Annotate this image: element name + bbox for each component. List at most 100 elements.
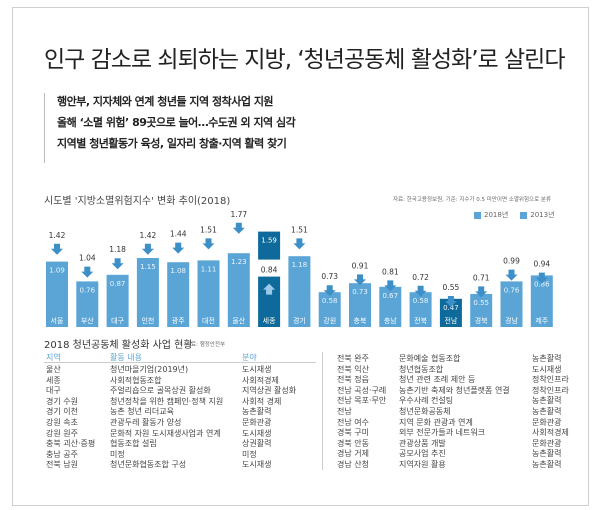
- down-arrow-icon: [414, 285, 427, 297]
- category-label: 경기: [293, 316, 306, 325]
- value-label-2018: 1.08: [170, 267, 186, 275]
- subheading: 지역별 청년활동가 육성, 일자리 창출·지역 활력 찾기: [57, 137, 287, 150]
- cell-field: 미정: [242, 449, 257, 459]
- cell-field: 농촌활력: [532, 396, 562, 406]
- cell-activity: 청년 관련 조례 제안 등: [399, 375, 476, 385]
- cell-field: 농촌활력: [532, 354, 562, 363]
- value-label-2018: 1.59: [261, 237, 277, 245]
- value-label-2013: 0.81: [382, 267, 399, 276]
- value-label-2018: 0.58: [322, 297, 338, 305]
- value-label-2018: 0.73: [352, 288, 368, 296]
- value-label-2013: 0.99: [503, 257, 520, 266]
- value-label-2018: 1.18: [292, 261, 308, 269]
- down-arrow-icon: [293, 238, 306, 250]
- col-header-region: 지역: [46, 353, 61, 362]
- cell-field: 상권활력: [242, 439, 272, 449]
- value-label-2018: 0.76: [80, 286, 96, 294]
- cell-region: 경북 구미: [337, 428, 369, 438]
- category-label: 대구: [111, 317, 124, 325]
- subheading: 행안부, 지자체와 연계 청년들 지역 정착사업 지원: [57, 95, 274, 108]
- bar-2018: [439, 298, 462, 327]
- bar-2018: [46, 261, 68, 327]
- cell-activity: 청년마을기업(2019년): [110, 365, 189, 374]
- cell-field: 도시재생: [242, 460, 272, 470]
- value-label-2018: 0.87: [110, 280, 126, 288]
- subheadings: 행안부, 지자체와 연계 청년들 지역 정착사업 지원 올해 ‘소멸 위험’ 8…: [44, 93, 296, 163]
- cell-field: 도시재생: [242, 365, 272, 374]
- cell-region: 전북 남원: [46, 460, 78, 470]
- cell-field: 문화관광: [242, 418, 272, 427]
- value-label-2018: 0.47: [443, 304, 459, 312]
- cell-region: 대구: [46, 386, 61, 396]
- category-label: 강원: [323, 316, 336, 325]
- cell-activity: 관광두레 활동가 양성: [110, 418, 182, 427]
- value-label-2013: 0.55: [443, 283, 460, 292]
- down-arrow-icon: [111, 258, 124, 270]
- value-label-2013: 0.72: [412, 273, 429, 282]
- value-label-2013: 0.91: [352, 261, 369, 270]
- bar-2018: [318, 292, 341, 327]
- chart-source: 자료: 한국고용정보원, 기준: 지수가 0.5 미만이면 소멸위험으로 분류: [393, 197, 552, 203]
- value-label-2013: 0.73: [321, 272, 338, 281]
- category-label: 광주: [172, 317, 185, 325]
- divider: [322, 352, 323, 470]
- bar-2018: [197, 260, 220, 327]
- cell-field: 문화관광: [532, 438, 562, 448]
- cell-field: 농촌활력: [532, 449, 562, 459]
- cell-region: 경북 안동: [337, 438, 369, 448]
- value-label-2018: 1.09: [49, 267, 65, 275]
- value-label-2018: 0.67: [383, 292, 399, 300]
- category-label: 전남: [444, 316, 457, 325]
- cell-field: 정착인프라: [532, 375, 569, 385]
- value-label-2013: 1.42: [49, 231, 66, 240]
- cell-region: 전남 여수: [337, 417, 369, 427]
- category-label: 부산: [81, 316, 94, 325]
- down-arrow-icon: [444, 296, 457, 307]
- value-label-2013: 1.51: [291, 225, 308, 234]
- cell-activity: 지역 문화 관광과 연계: [399, 417, 473, 427]
- category-label: 제주: [535, 317, 548, 325]
- cell-region: 전북 익산: [337, 364, 369, 374]
- bar-2018: [258, 231, 281, 260]
- value-label-2013: 1.18: [109, 245, 126, 254]
- cell-activity: 문화예술 협동조합: [399, 354, 461, 363]
- cell-region: 강원 원주: [46, 428, 78, 438]
- category-label: 경남: [505, 316, 518, 325]
- bar-2018: [470, 294, 493, 327]
- cell-region: 울산: [46, 365, 61, 374]
- cell-region: 경남 산청: [337, 460, 369, 469]
- down-arrow-icon: [505, 269, 518, 281]
- chart-legend: 2018년 2013년: [474, 210, 555, 220]
- down-arrow-icon: [81, 266, 94, 278]
- cell-region: 세종: [46, 375, 61, 385]
- value-label-2013: 1.77: [230, 210, 247, 219]
- category-label: 충남: [384, 316, 397, 325]
- value-label-2018: 0.76: [504, 286, 520, 294]
- legend-item: 2013년: [520, 210, 555, 220]
- value-label-2013: 0.84: [261, 266, 278, 275]
- down-arrow-icon: [141, 243, 154, 255]
- cell-activity: 미정: [110, 449, 125, 459]
- category-label: 경북: [475, 316, 488, 325]
- cell-region: 경기 이천: [46, 407, 78, 417]
- legend-item: 2018년: [474, 210, 508, 220]
- cell-activity: 청년정착을 위한 캠페인·정책 지원: [110, 396, 224, 406]
- down-arrow-icon: [323, 285, 336, 297]
- cell-field: 도시재생: [242, 428, 272, 438]
- col-header-field: 분야: [242, 353, 257, 362]
- category-label: 서울: [51, 316, 64, 325]
- cell-region: 강원 속초: [46, 418, 78, 427]
- bar-2018: [349, 283, 371, 327]
- cell-field: 문화관광: [532, 417, 562, 427]
- up-arrow-icon: [263, 283, 276, 295]
- bar-2018: [379, 286, 402, 327]
- cell-activity: 공모사업 추진: [399, 449, 446, 459]
- cell-region: 전남 곡성·구례: [337, 385, 387, 395]
- value-label-2013: 1.51: [200, 225, 217, 234]
- category-label: 충북: [354, 316, 367, 325]
- cell-activity: 농촌기반 축제와 청년플랫폼 연결: [399, 385, 510, 395]
- bar-2018: [136, 258, 159, 327]
- value-label-2018: 1.23: [231, 258, 247, 266]
- cell-region: 경기 수원: [46, 396, 78, 406]
- cell-activity: 농촌 청년 리더교육: [110, 407, 174, 417]
